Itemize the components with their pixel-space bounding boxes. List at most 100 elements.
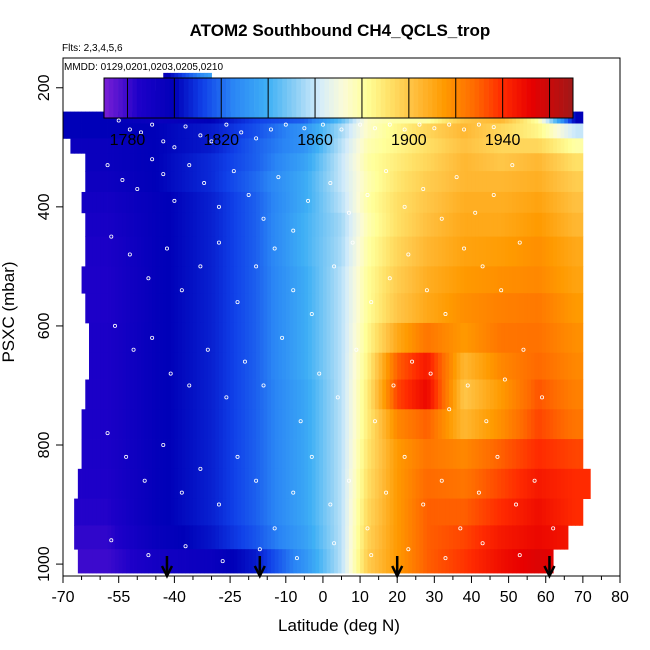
heatmap-cell-b19-lat57 [534,525,539,550]
heatmap-cell-b19-lat42 [478,525,484,550]
heatmap-cell-b14-lat-22 [241,379,246,410]
heatmap-cell-b18-lat-63 [88,498,94,526]
heatmap-cell-b16-lat44 [486,439,491,470]
heatmap-cell-b7-lat-24 [233,191,238,214]
heatmap-cell-b19-lat-24 [233,525,238,550]
heatmap-cell-b8-lat53 [519,212,524,238]
heatmap-cell-b9-lat54 [523,236,528,267]
heatmap-cell-b19-lat-32 [204,525,209,550]
heatmap-cell-b18-lat-49 [140,498,146,526]
heatmap-cell-b16-lat39 [467,439,472,470]
heatmap-cell-b15-lat64 [560,409,565,440]
heatmap-cell-b5-lat-29 [215,153,220,172]
heatmap-cell-b5-lat-34 [196,153,201,172]
heatmap-cell-b9-lat-24 [233,236,238,267]
heatmap-cell-b4-lat-44 [159,138,164,154]
heatmap-cell-b11-lat-64 [85,293,90,324]
heatmap-cell-b14-lat-59 [103,379,108,410]
heatmap-cell-b17-lat-58 [107,468,112,499]
heatmap-cell-b11-lat5 [341,293,346,324]
heatmap-cell-b13-lat3 [334,352,339,380]
sample-marker-15 [302,126,307,131]
heatmap-cell-b8-lat-39 [178,212,183,238]
x-tick-label-50: 50 [500,589,518,606]
heatmap-cell-b3-lat-25 [230,123,235,139]
heatmap-cell-b9-lat-29 [215,236,220,267]
heatmap-cell-b11-lat-42 [166,293,172,324]
heatmap-cell-b11-lat12 [367,293,372,324]
heatmap-cell-b8-lat8 [352,212,357,238]
heatmap-cell-b17-lat-19 [252,468,257,499]
heatmap-cell-b6-lat12 [367,171,372,193]
colorbar-swatch-1800 [174,78,180,118]
heatmap-cell-b3-lat-15 [267,123,272,139]
heatmap-cell-b20-lat24 [412,549,417,574]
heatmap-cell-b13-lat63 [556,352,561,380]
sample-marker-61 [235,300,240,305]
heatmap-cell-b16-lat65 [564,439,569,470]
heatmap-cell-b20-lat-9 [289,549,294,574]
heatmap-cell-b12-lat-40 [174,322,179,354]
heatmap-cell-b10-lat56 [530,266,535,294]
heatmap-cell-b16-lat33 [445,439,450,470]
heatmap-cell-b10-lat22 [404,266,409,294]
heatmap-cell-b3-lat40 [471,123,476,139]
heatmap-cell-b4-lat-41 [170,138,175,154]
heatmap-cell-b15-lat39 [467,409,472,440]
heatmap-cell-b14-lat42 [478,379,484,410]
heatmap-cell-b10-lat-1 [319,266,324,294]
heatmap-cell-b4-lat-58 [107,138,112,154]
heatmap-cell-b9-lat57 [534,236,539,267]
heatmap-cell-b8-lat68 [575,212,580,238]
sample-marker-9 [209,139,214,144]
heatmap-cell-b6-lat-20 [248,171,253,193]
heatmap-cell-b6-lat52 [516,171,521,193]
heatmap-cell-b6-lat-30 [211,171,216,193]
heatmap-cell-b19-lat-63 [88,525,94,550]
heatmap-cell-b5-lat10 [360,153,365,172]
heatmap-cell-b7-lat40 [471,191,476,214]
sample-marker-70 [406,252,411,257]
heatmap-cell-b19-lat15 [378,525,383,550]
heatmap-cell-b13-lat-49 [140,352,146,380]
heatmap-cell-b11-lat-15 [267,293,272,324]
heatmap-cell-b15-lat17 [386,409,391,440]
heatmap-cell-b15-lat7 [348,409,354,440]
heatmap-cell-b17-lat19 [393,468,398,499]
heatmap-cell-b16-lat-54 [122,439,127,470]
heatmap-cell-b4-lat-62 [92,138,97,154]
heatmap-cell-b17-lat15 [378,468,383,499]
heatmap-cell-b14-lat31 [438,379,443,410]
heatmap-cell-b10-lat-13 [274,266,279,294]
heatmap-cell-b3-lat-18 [256,123,261,139]
heatmap-cell-b17-lat36 [456,468,461,499]
heatmap-cell-b12-lat-28 [218,322,224,354]
heatmap-cell-b17-lat-16 [263,468,268,499]
heatmap-cell-b19-lat-31 [207,525,212,550]
heatmap-cell-b12-lat43 [482,322,487,354]
heatmap-cell-b15-lat-17 [259,409,264,440]
heatmap-cell-b11-lat-5 [304,293,309,324]
heatmap-cell-b13-lat-15 [267,352,272,380]
heatmap-cell-b5-lat-15 [267,153,272,172]
heatmap-cell-b20-lat-55 [118,549,123,574]
heatmap-cell-b14-lat1 [326,379,331,410]
heatmap-cell-b12-lat-30 [211,322,216,354]
heatmap-cell-b9-lat1 [326,236,331,267]
heatmap-cell-b13-lat36 [456,352,461,380]
heatmap-cell-b16-lat-9 [289,439,294,470]
heatmap-cell-b3-lat-27 [222,123,227,139]
heatmap-cell-b12-lat37 [460,322,465,354]
heatmap-cell-b14-lat49 [504,379,509,410]
heatmap-cell-b14-lat-53 [126,379,131,410]
heatmap-cell-b6-lat37 [460,171,465,193]
heatmap-cell-b10-lat13 [371,266,376,294]
heatmap-cell-b17-lat23 [408,468,413,499]
colorbar-swatch-1836 [258,78,264,118]
heatmap-cell-b16-lat6 [345,439,350,470]
heatmap-cell-b12-lat-57 [111,322,116,354]
heatmap-cell-b20-lat-23 [237,549,242,574]
heatmap-cell-b9-lat47 [497,236,502,267]
heatmap-cell-b15-lat29 [430,409,435,440]
heatmap-cell-b12-lat0 [322,322,328,354]
